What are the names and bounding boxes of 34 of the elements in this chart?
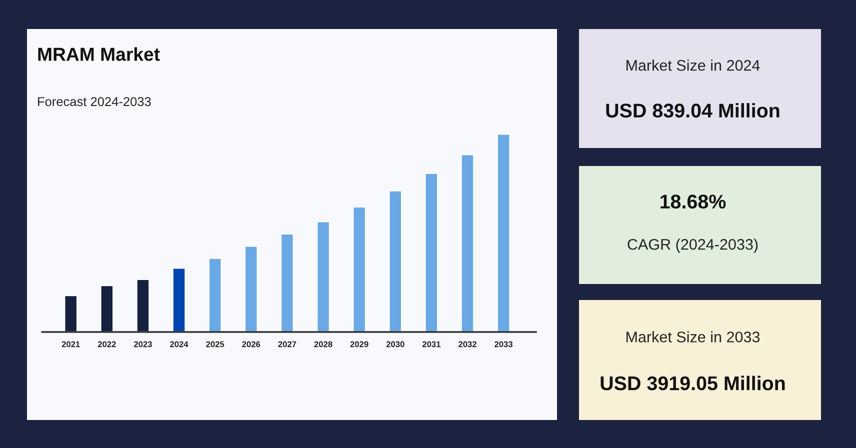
- text: CAGR (2024-2033): [628, 238, 758, 253]
- text: 18.68%: [660, 194, 726, 209]
- x-tick-label: 2027: [278, 341, 296, 348]
- bar: [316, 220, 330, 332]
- x-tick-label: 2029: [350, 341, 368, 348]
- text: USD 839.04 Million: [606, 103, 780, 118]
- x-tick-label: 2026: [242, 341, 260, 348]
- x-tick-label: 2021: [62, 341, 80, 348]
- x-tick-label: 2031: [422, 341, 440, 348]
- bar: [64, 294, 78, 332]
- chart-subtitle: Forecast 2024-2033: [38, 97, 151, 106]
- bar: [136, 278, 150, 332]
- text: Market Size in 2033: [626, 331, 760, 342]
- bar: [244, 245, 258, 332]
- bar: [424, 172, 438, 332]
- x-tick-label: 2032: [458, 341, 476, 348]
- x-tick-label: 2025: [206, 341, 224, 348]
- text: Market Size in 2024: [626, 60, 760, 71]
- chart-title: MRAM Market: [38, 47, 160, 61]
- bar: [388, 190, 402, 332]
- bar: [352, 206, 366, 332]
- bar: [460, 154, 474, 332]
- x-tick-label: 2028: [314, 341, 332, 348]
- bar: [280, 233, 294, 332]
- x-tick-label: 2024: [170, 341, 188, 348]
- text: USD 3919.05 Million: [600, 376, 785, 390]
- bar: [172, 267, 186, 332]
- x-tick-label: 2030: [386, 341, 404, 348]
- x-tick-label: 2033: [494, 341, 513, 348]
- x-tick-label: 2023: [134, 341, 152, 348]
- x-tick-label: 2022: [98, 341, 116, 348]
- bar: [208, 257, 222, 332]
- bar: [496, 134, 511, 332]
- bar: [100, 284, 114, 332]
